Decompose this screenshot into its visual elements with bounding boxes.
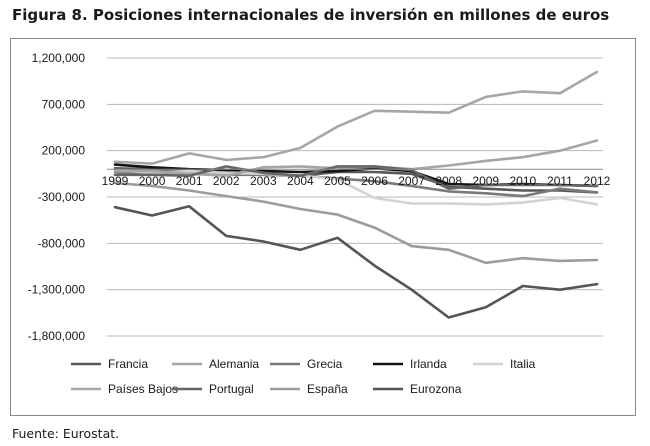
y-tick-label: 200,000 xyxy=(42,144,86,158)
x-tick-label: 2002 xyxy=(213,174,240,188)
figure-title: Figura 8. Posiciones internacionales de … xyxy=(12,6,610,24)
x-tick-label: 2007 xyxy=(398,174,425,188)
y-tick-label: 1,200,000 xyxy=(32,51,86,65)
x-tick-label: 2005 xyxy=(324,174,351,188)
legend-label: Italia xyxy=(510,357,536,371)
y-tick-label: -1,300,000 xyxy=(28,283,86,297)
y-tick-label: 700,000 xyxy=(42,97,86,111)
legend-label: Grecia xyxy=(307,357,343,371)
series-line-alemania xyxy=(113,70,599,165)
x-tick-label: 2000 xyxy=(139,174,166,188)
x-tick-label: 2003 xyxy=(250,174,277,188)
x-tick-label: 2012 xyxy=(584,174,611,188)
legend-label: Irlanda xyxy=(410,357,447,371)
x-tick-label: 2006 xyxy=(361,174,388,188)
x-axis-tick-labels: 1999 2000 2001 2002 2003 2004 2005 2006 2007 2008… xyxy=(102,174,611,188)
line-chart: 1,200,000 700,000 200,000 -300,000 -800,000 -… xyxy=(28,51,611,396)
series-lines xyxy=(113,70,599,319)
legend-label: Eurozona xyxy=(410,382,462,396)
y-tick-label: -1,800,000 xyxy=(28,329,86,343)
legend: Francia Alemania Grecia Irlanda Italia Países… xyxy=(71,357,536,396)
x-tick-label: 2008 xyxy=(435,174,462,188)
y-axis-tick-labels: 1,200,000 700,000 200,000 -300,000 -800,000 -… xyxy=(28,51,86,343)
legend-label: España xyxy=(307,382,348,396)
chart-frame: 1,200,000 700,000 200,000 -300,000 -800,000 -… xyxy=(10,38,636,416)
legend-label: Francia xyxy=(108,357,148,371)
source-note: Fuente: Eurostat. xyxy=(12,426,120,441)
series-line-italia xyxy=(113,168,599,206)
legend-label: Portugal xyxy=(209,382,254,396)
x-tick-label: 2010 xyxy=(509,174,536,188)
series-line-eurozona xyxy=(113,205,599,319)
x-tick-label: 2009 xyxy=(472,174,499,188)
x-tick-label: 2011 xyxy=(547,174,573,188)
series-line-españa xyxy=(113,181,599,265)
gridlines xyxy=(107,57,603,337)
y-tick-label: -300,000 xyxy=(38,190,86,204)
legend-label: Alemania xyxy=(209,357,259,371)
legend-label: Países Bajos xyxy=(108,382,178,396)
x-tick-label: 1999 xyxy=(102,174,129,188)
y-tick-label: -800,000 xyxy=(38,236,86,250)
series-line-portugal xyxy=(113,165,599,190)
x-tick-label: 2004 xyxy=(287,174,314,188)
x-tick-label: 2001 xyxy=(176,174,203,188)
